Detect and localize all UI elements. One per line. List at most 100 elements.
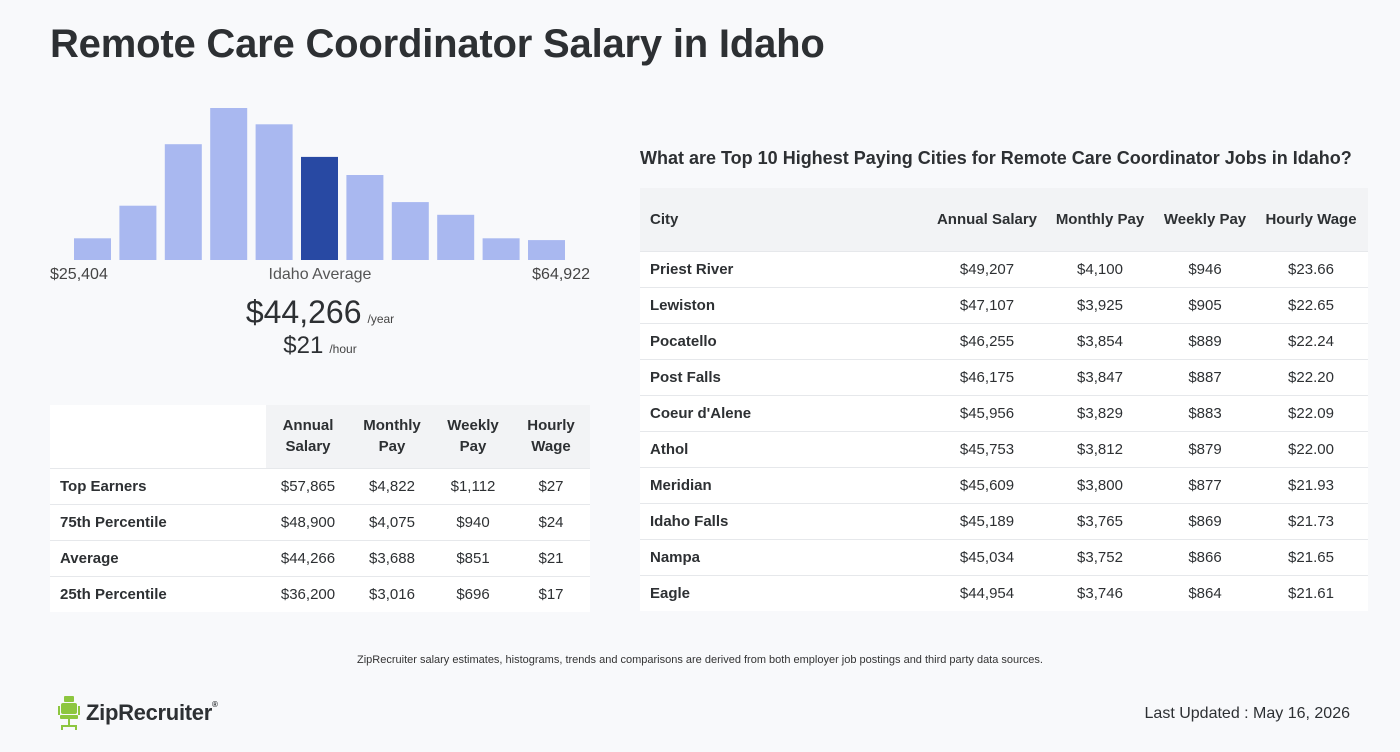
cell-monthly: $3,854 — [1044, 322, 1156, 359]
city-name: Priest River — [640, 250, 930, 287]
header-annual-salary: Annual Salary — [266, 405, 350, 468]
histogram-bar — [437, 214, 475, 260]
cities-table: City Annual Salary Monthly Pay Weekly Pa… — [640, 188, 1368, 611]
header-blank — [50, 405, 266, 468]
cell-annual: $46,255 — [930, 322, 1044, 359]
cell-hourly: $22.20 — [1254, 358, 1368, 395]
table-row: Average $44,266 $3,688 $851 $21 — [50, 539, 590, 576]
cities-heading: What are Top 10 Highest Paying Cities fo… — [640, 148, 1352, 168]
cell-weekly: $851 — [434, 539, 512, 576]
header-weekly-pay: Weekly Pay — [434, 405, 512, 468]
cell-hourly: $22.00 — [1254, 430, 1368, 467]
header-city: City — [640, 188, 930, 251]
cell-weekly: $866 — [1156, 538, 1254, 575]
header-monthly-pay: Monthly Pay — [1044, 188, 1156, 251]
table-row: Athol $45,753 $3,812 $879 $22.00 — [640, 430, 1368, 467]
table-row: Lewiston $47,107 $3,925 $905 $22.65 — [640, 286, 1368, 323]
average-yearly-unit: /year — [367, 312, 395, 326]
cell-weekly: $940 — [434, 503, 512, 540]
average-hourly-value: $21 — [283, 332, 324, 359]
cell-monthly: $3,688 — [350, 539, 434, 576]
cell-weekly: $696 — [434, 575, 512, 612]
cell-weekly: $887 — [1156, 358, 1254, 395]
histogram-bar-average — [301, 156, 338, 260]
city-name: Nampa — [640, 538, 930, 575]
cell-monthly: $4,100 — [1044, 250, 1156, 287]
cell-monthly: $3,752 — [1044, 538, 1156, 575]
city-name: Pocatello — [640, 322, 930, 359]
histogram-bar — [346, 175, 384, 260]
cell-hourly: $23.66 — [1254, 250, 1368, 287]
city-name: Post Falls — [640, 358, 930, 395]
last-updated: Last Updated : May 16, 2026 — [1144, 705, 1350, 722]
header-annual-salary: Annual Salary — [930, 188, 1044, 251]
cell-monthly: $3,765 — [1044, 502, 1156, 539]
percentile-table-header: Annual Salary Monthly Pay Weekly Pay Hou… — [50, 405, 590, 468]
table-row: Nampa $45,034 $3,752 $866 $21.65 — [640, 538, 1368, 575]
row-label: Average — [50, 539, 266, 576]
cell-annual: $36,200 — [266, 575, 350, 612]
cell-hourly: $22.09 — [1254, 394, 1368, 431]
cities-table-header: City Annual Salary Monthly Pay Weekly Pa… — [640, 188, 1368, 251]
cell-monthly: $3,800 — [1044, 466, 1156, 503]
footnote: ZipRecruiter salary estimates, histogram… — [357, 654, 1043, 666]
histogram-bar — [210, 108, 248, 260]
header-weekly-pay: Weekly Pay — [1156, 188, 1254, 251]
cell-hourly: $27 — [512, 467, 590, 504]
cell-hourly: $21.73 — [1254, 502, 1368, 539]
histogram-max-label: $64,922 — [532, 266, 590, 283]
cell-hourly: $22.65 — [1254, 286, 1368, 323]
cell-weekly: $879 — [1156, 430, 1254, 467]
cell-annual: $44,266 — [266, 539, 350, 576]
table-row: 75th Percentile $48,900 $4,075 $940 $24 — [50, 503, 590, 540]
ziprecruiter-logo[interactable]: ZipRecruiter® — [58, 696, 218, 730]
cell-annual: $45,189 — [930, 502, 1044, 539]
table-row: Eagle $44,954 $3,746 $864 $21.61 — [640, 574, 1368, 611]
cell-hourly: $21.93 — [1254, 466, 1368, 503]
average-hourly: $21/hour — [50, 332, 590, 360]
cell-weekly: $877 — [1156, 466, 1254, 503]
header-monthly-pay: Monthly Pay — [350, 405, 434, 468]
table-row: Pocatello $46,255 $3,854 $889 $22.24 — [640, 322, 1368, 359]
cell-annual: $57,865 — [266, 467, 350, 504]
row-label: 75th Percentile — [50, 503, 266, 540]
ziprecruiter-chair-icon — [58, 696, 80, 730]
histogram-bar — [119, 205, 157, 260]
table-row: Top Earners $57,865 $4,822 $1,112 $27 — [50, 467, 590, 504]
histogram-bar — [482, 238, 520, 260]
city-name: Lewiston — [640, 286, 930, 323]
cell-monthly: $4,822 — [350, 467, 434, 504]
histogram-center-label: Idaho Average — [268, 266, 372, 283]
cell-monthly: $3,746 — [1044, 574, 1156, 611]
cell-annual: $46,175 — [930, 358, 1044, 395]
cell-monthly: $3,829 — [1044, 394, 1156, 431]
page-title: Remote Care Coordinator Salary in Idaho — [50, 22, 825, 66]
cell-annual: $48,900 — [266, 503, 350, 540]
table-row: Post Falls $46,175 $3,847 $887 $22.20 — [640, 358, 1368, 395]
histogram-labels: $25,404 Idaho Average $64,922 — [50, 266, 590, 288]
cell-hourly: $21 — [512, 539, 590, 576]
average-yearly: $44,266/year — [50, 294, 590, 331]
histogram-svg — [74, 108, 565, 260]
cell-annual: $47,107 — [930, 286, 1044, 323]
cell-annual: $49,207 — [930, 250, 1044, 287]
header-hourly-wage: Hourly Wage — [512, 405, 590, 468]
table-row: Idaho Falls $45,189 $3,765 $869 $21.73 — [640, 502, 1368, 539]
cell-annual: $45,609 — [930, 466, 1044, 503]
histogram-bar — [74, 238, 111, 260]
cell-weekly: $946 — [1156, 250, 1254, 287]
cell-hourly: $24 — [512, 503, 590, 540]
table-row: Coeur d'Alene $45,956 $3,829 $883 $22.09 — [640, 394, 1368, 431]
cell-annual: $45,753 — [930, 430, 1044, 467]
city-name: Coeur d'Alene — [640, 394, 930, 431]
city-name: Athol — [640, 430, 930, 467]
cell-monthly: $3,847 — [1044, 358, 1156, 395]
table-row: 25th Percentile $36,200 $3,016 $696 $17 — [50, 575, 590, 612]
table-row: Priest River $49,207 $4,100 $946 $23.66 — [640, 250, 1368, 287]
cell-hourly: $17 — [512, 575, 590, 612]
city-name: Meridian — [640, 466, 930, 503]
cell-monthly: $4,075 — [350, 503, 434, 540]
cell-monthly: $3,812 — [1044, 430, 1156, 467]
cell-weekly: $1,112 — [434, 467, 512, 504]
cell-monthly: $3,016 — [350, 575, 434, 612]
